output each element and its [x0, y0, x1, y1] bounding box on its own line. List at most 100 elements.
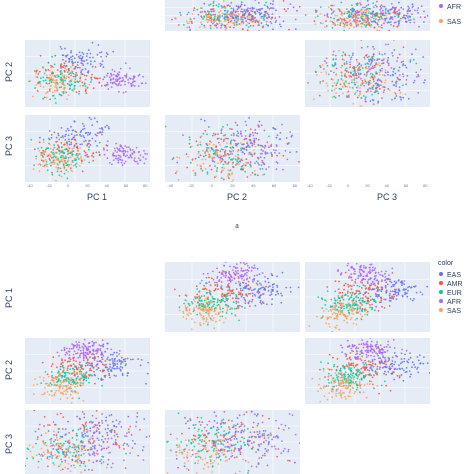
scatter-point — [424, 16, 426, 19]
scatter-point — [341, 291, 344, 294]
scatter-point — [421, 293, 424, 296]
scatter-point — [351, 66, 354, 69]
scatter-point — [67, 384, 69, 387]
scatter-point — [371, 369, 374, 372]
scatter-point — [81, 62, 84, 65]
scatter-point — [378, 357, 380, 360]
scatter-point — [84, 78, 87, 81]
scatter-point — [204, 158, 207, 161]
scatter-point — [263, 15, 266, 18]
scatter-point — [60, 392, 63, 394]
scatter-point — [129, 358, 132, 361]
scatter-point — [396, 60, 398, 62]
scatter-point — [356, 9, 359, 12]
scatter-point — [370, 368, 373, 370]
scatter-point — [365, 90, 368, 93]
scatter-point — [212, 150, 215, 152]
scatter-point — [387, 64, 390, 67]
scatter-point — [355, 353, 357, 356]
scatter-point — [206, 10, 209, 13]
scatter-point — [250, 20, 253, 23]
scatter-point — [230, 7, 233, 10]
scatter-point — [345, 60, 348, 63]
scatter-point — [378, 295, 380, 298]
scatter-point — [134, 160, 137, 163]
scatter-point — [200, 167, 203, 170]
scatter-point — [185, 299, 188, 302]
scatter-point — [351, 312, 353, 315]
scatter-point — [60, 349, 63, 352]
scatter-point — [118, 359, 121, 361]
scatter-point — [143, 162, 146, 165]
scatter-point — [270, 293, 273, 296]
scatter-point — [244, 300, 247, 302]
scatter-point — [270, 22, 273, 25]
scatter-point — [66, 71, 69, 74]
scatter-point — [268, 166, 270, 168]
scatter-point — [227, 173, 230, 175]
scatter-point — [53, 152, 56, 155]
scatter-point — [75, 341, 77, 343]
scatter-point — [341, 294, 344, 297]
scatter-point — [342, 365, 344, 368]
scatter-point — [355, 25, 358, 28]
scatter-point — [387, 43, 390, 46]
scatter-point — [245, 24, 248, 27]
scatter-point — [52, 81, 55, 84]
scatter-point — [68, 152, 70, 155]
scatter-point — [326, 398, 329, 401]
scatter-point — [64, 67, 67, 69]
scatter-point — [36, 76, 39, 78]
scatter-point — [104, 84, 106, 87]
scatter-point — [348, 74, 351, 77]
scatter-point — [373, 59, 376, 61]
scatter-point — [83, 375, 85, 378]
scatter-point — [368, 383, 371, 385]
scatter-point — [102, 66, 105, 69]
scatter-point — [121, 372, 124, 375]
scatter-point — [390, 67, 393, 69]
scatter-point — [397, 69, 400, 72]
scatter-point — [212, 143, 215, 146]
scatter-point — [372, 55, 375, 57]
scatter-point — [356, 352, 359, 355]
scatter-point — [346, 85, 349, 88]
scatter-point — [385, 384, 388, 387]
scatter-point — [52, 151, 54, 154]
scatter-point — [112, 353, 114, 356]
scatter-point — [251, 144, 254, 147]
scatter-point — [84, 351, 87, 354]
scatter-point — [146, 153, 149, 155]
scatter-point — [228, 170, 231, 172]
scatter-point — [272, 0, 274, 3]
scatter-point — [343, 319, 346, 322]
scatter-point — [126, 150, 129, 153]
scatter-point — [62, 78, 65, 81]
scatter-point — [343, 284, 346, 287]
scatter-point — [391, 98, 393, 101]
scatter-point — [375, 305, 377, 308]
scatter-point — [79, 383, 82, 386]
scatter-point — [40, 146, 43, 149]
scatter-point — [375, 287, 378, 289]
scatter-point — [369, 58, 372, 61]
scatter-point — [205, 311, 208, 314]
scatter-point — [79, 80, 82, 82]
scatter-point — [39, 77, 42, 80]
scatter-point — [235, 288, 238, 290]
scatter-point — [338, 313, 341, 316]
scatter-point — [391, 52, 394, 54]
scatter-point — [385, 270, 387, 273]
scatter-point — [251, 10, 254, 13]
scatter-point — [415, 62, 418, 65]
scatter-point — [226, 305, 229, 308]
scatter-point — [76, 64, 79, 66]
scatter-point — [384, 356, 386, 359]
scatter-point — [398, 12, 401, 14]
scatter-point — [116, 365, 119, 368]
scatter-point — [362, 391, 365, 394]
scatter-point — [335, 92, 337, 94]
scatter-point — [358, 259, 360, 261]
scatter-point — [286, 158, 289, 161]
scatter-point — [271, 283, 274, 286]
